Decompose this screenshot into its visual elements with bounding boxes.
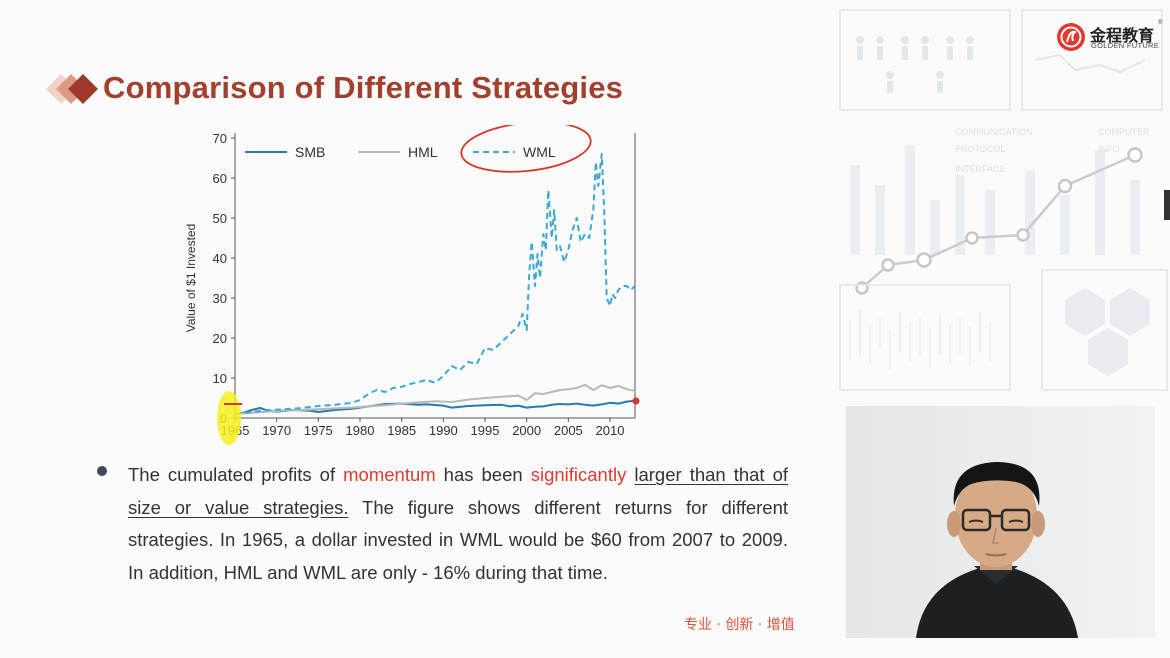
y-tick-label: 40 bbox=[213, 251, 227, 266]
logo-english-text: GOLDEN FUTURE bbox=[1091, 41, 1160, 50]
x-tick-label: 1980 bbox=[346, 423, 375, 438]
bg-label: INFO bbox=[1098, 144, 1120, 154]
highlight-momentum: momentum bbox=[343, 464, 436, 485]
y-tick-label: 20 bbox=[213, 331, 227, 346]
underlined-claim: larger than that of size or value strate… bbox=[128, 464, 789, 518]
bg-label: INTERFACE bbox=[955, 164, 1006, 174]
strategy-returns-chart: 0102030405060701965197019751980198519901… bbox=[184, 125, 640, 445]
text-run: The cumulated profits of bbox=[128, 464, 344, 485]
y-tick-label: 70 bbox=[213, 131, 227, 146]
window-edge-handle[interactable] bbox=[1164, 190, 1170, 220]
title-diamond-icon bbox=[46, 74, 98, 104]
logo-registered-mark: ® bbox=[1158, 20, 1163, 26]
end-point-annotation bbox=[632, 397, 640, 405]
background-infographic: COMMUNICATION PROTOCOL INTERFACE COMPUTE… bbox=[839, 9, 1168, 391]
logo-chinese-text: 金程教育 bbox=[1090, 26, 1155, 45]
golden-future-logo: 金程教育 GOLDEN FUTURE ® bbox=[1056, 20, 1166, 54]
y-tick-label: 30 bbox=[213, 291, 227, 306]
text-run: has been bbox=[435, 464, 531, 485]
legend-label-hml: HML bbox=[408, 144, 438, 160]
bullet-paragraph: The cumulated profits of momentum has be… bbox=[128, 459, 788, 589]
series-line-wml bbox=[234, 153, 636, 415]
x-tick-label: 2000 bbox=[512, 423, 541, 438]
legend-label-wml: WML bbox=[523, 144, 556, 160]
series-line-hml bbox=[234, 383, 636, 415]
x-tick-label: 1985 bbox=[387, 423, 416, 438]
golden-future-logo-icon bbox=[1057, 23, 1085, 51]
bg-label: COMMUNICATION bbox=[955, 127, 1032, 137]
series-line-smb bbox=[234, 399, 636, 415]
1965-highlighter-annotation bbox=[217, 391, 241, 445]
x-tick-label: 1975 bbox=[304, 423, 333, 438]
wml-legend-circle-annotation bbox=[460, 125, 592, 173]
x-tick-label: 1990 bbox=[429, 423, 458, 438]
chart-series bbox=[234, 153, 636, 415]
chart-axes: 0102030405060701965197019751980198519901… bbox=[184, 131, 636, 438]
x-tick-label: 2005 bbox=[554, 423, 583, 438]
bg-label: COMPUTER bbox=[1098, 127, 1150, 137]
x-tick-label: 1970 bbox=[262, 423, 291, 438]
chart-legend: SMB HML WML bbox=[245, 144, 556, 160]
highlight-significantly: significantly bbox=[530, 464, 627, 485]
y-axis-title: Value of $1 Invested bbox=[184, 224, 198, 333]
y-tick-label: 50 bbox=[213, 211, 227, 226]
y-tick-label: 60 bbox=[213, 171, 227, 186]
presenter-webcam-feed bbox=[846, 406, 1155, 638]
slide-title: Comparison of Different Strategies bbox=[103, 70, 624, 105]
bullet-dot bbox=[97, 466, 107, 476]
x-tick-label: 1995 bbox=[471, 423, 500, 438]
y-tick-label: 10 bbox=[213, 371, 227, 386]
x-tick-label: 2010 bbox=[596, 423, 625, 438]
slogan: 专业 · 创新 · 增值 bbox=[684, 617, 795, 633]
text-run: The figure shows different returns for d… bbox=[128, 496, 788, 583]
legend-label-smb: SMB bbox=[295, 144, 325, 160]
bg-label: PROTOCOL bbox=[955, 144, 1005, 154]
